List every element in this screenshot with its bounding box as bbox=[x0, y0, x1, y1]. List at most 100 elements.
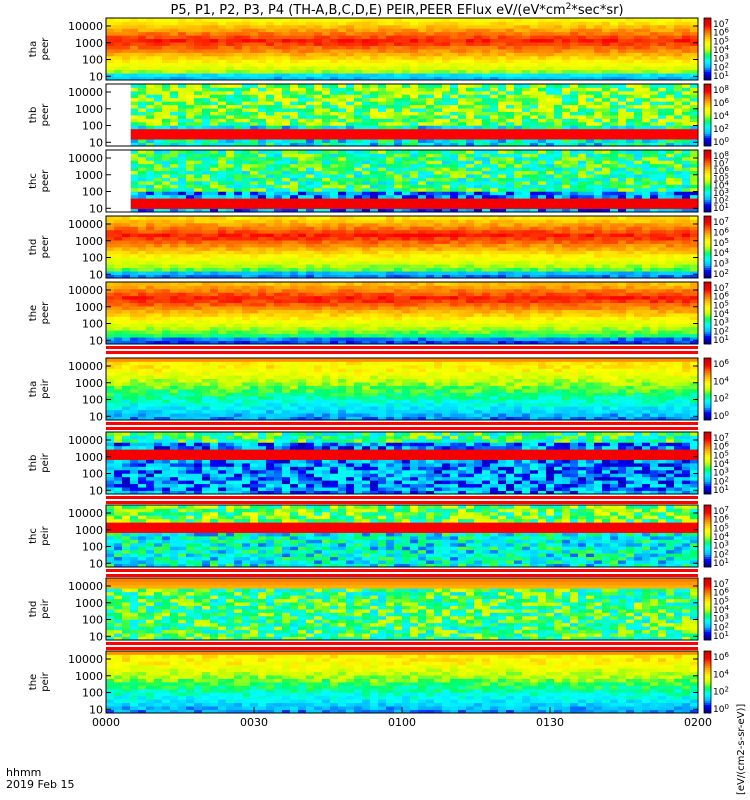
spectrogram-cell bbox=[410, 18, 419, 22]
spectrogram-cell bbox=[498, 208, 507, 213]
spectrogram-cell bbox=[322, 66, 331, 71]
spectrogram-cell bbox=[218, 69, 227, 74]
spectrogram-cell bbox=[602, 115, 611, 119]
spectrogram-cell bbox=[666, 104, 675, 109]
spectrogram-cell bbox=[202, 62, 211, 67]
spectrogram-cell bbox=[554, 111, 563, 116]
spectrogram-cell bbox=[322, 104, 331, 109]
spectrogram-cell bbox=[282, 24, 291, 29]
spectrogram-cell bbox=[514, 21, 523, 26]
spectrogram-cell bbox=[426, 170, 435, 175]
spectrogram-cell bbox=[394, 264, 403, 269]
spectrogram-cell bbox=[162, 187, 171, 192]
spectrogram-cell bbox=[306, 66, 315, 71]
spectrogram-cell bbox=[538, 108, 547, 112]
spectrogram-cell bbox=[250, 52, 259, 57]
spectrogram-cell bbox=[130, 35, 139, 40]
spectrogram-cell bbox=[378, 45, 387, 50]
spectrogram-cell bbox=[322, 181, 331, 185]
spectrogram-cell bbox=[562, 121, 571, 126]
spectrogram-cell bbox=[682, 55, 691, 60]
spectrogram-cell bbox=[474, 55, 483, 60]
spectrogram-cell bbox=[130, 21, 139, 26]
spectrogram-cell bbox=[258, 153, 267, 158]
spectrogram-cell bbox=[130, 73, 139, 77]
spectrogram-cell bbox=[546, 174, 555, 178]
spectrogram-cell bbox=[682, 62, 691, 67]
spectrogram-cell bbox=[258, 236, 267, 241]
spectrogram-cell bbox=[170, 267, 179, 272]
spectrogram-cell bbox=[410, 118, 419, 123]
spectrogram-cell bbox=[442, 271, 451, 275]
spectrogram-cell bbox=[690, 163, 699, 168]
spectrogram-cell bbox=[130, 121, 139, 126]
spectrogram-cell bbox=[586, 111, 595, 116]
spectrogram-cell bbox=[218, 121, 227, 126]
spectrogram-cell bbox=[442, 257, 451, 262]
spectrogram-cell bbox=[202, 187, 211, 192]
spectrogram-cell bbox=[210, 66, 219, 71]
spectrogram-cell bbox=[666, 153, 675, 158]
spectrogram-cell bbox=[370, 49, 379, 53]
spectrogram-cell bbox=[290, 111, 299, 116]
spectrogram-cell bbox=[650, 184, 659, 189]
spectrogram-cell bbox=[594, 198, 603, 203]
spectrogram-cell bbox=[290, 24, 299, 29]
spectrogram-cell bbox=[450, 160, 459, 165]
spectrogram-cell bbox=[666, 62, 675, 67]
spectrogram-cell bbox=[186, 84, 195, 88]
spectrogram-cell bbox=[330, 226, 339, 231]
panel-instrument-label: peer bbox=[40, 37, 51, 61]
spectrogram-cell bbox=[346, 24, 355, 29]
spectrogram-cell bbox=[106, 49, 115, 53]
spectrogram-cell bbox=[314, 35, 323, 40]
spectrogram-cell bbox=[162, 205, 171, 209]
spectrogram-cell bbox=[154, 121, 163, 126]
spectrogram-cell bbox=[330, 160, 339, 165]
spectrogram-cell bbox=[170, 104, 179, 109]
spectrogram-cell bbox=[546, 28, 555, 33]
spectrogram-cell bbox=[650, 205, 659, 209]
spectrogram-cell bbox=[578, 111, 587, 116]
spectrogram-cell bbox=[106, 18, 115, 22]
spectrogram-cell bbox=[154, 115, 163, 119]
spectrogram-cell bbox=[138, 28, 147, 33]
spectrogram-cell bbox=[226, 271, 235, 275]
spectrogram-cell bbox=[362, 90, 371, 95]
spectrogram-cell bbox=[602, 104, 611, 109]
spectrogram-cell bbox=[170, 38, 179, 43]
spectrogram-cell bbox=[210, 167, 219, 172]
spectrogram-cell bbox=[658, 76, 667, 81]
spectrogram-cell bbox=[394, 55, 403, 60]
spectrogram-cell bbox=[210, 226, 219, 231]
spectrogram-cell bbox=[162, 153, 171, 158]
spectrogram-cell bbox=[418, 52, 427, 57]
spectrogram-cell bbox=[586, 156, 595, 161]
spectrogram-cell bbox=[250, 177, 259, 182]
spectrogram-cell bbox=[426, 52, 435, 57]
colorbar-tick-label: 105 bbox=[713, 172, 729, 184]
spectrogram-cell bbox=[418, 177, 427, 182]
spectrogram-cell bbox=[266, 38, 275, 43]
spectrogram-cell bbox=[178, 132, 187, 137]
spectrogram-cell bbox=[154, 62, 163, 67]
spectrogram-cell bbox=[202, 216, 211, 220]
spectrogram-cell bbox=[618, 121, 627, 126]
spectrogram-cell bbox=[338, 73, 347, 77]
spectrogram-cell bbox=[226, 222, 235, 227]
spectrogram-cell bbox=[674, 38, 683, 43]
spectrogram-cell bbox=[498, 222, 507, 227]
spectrogram-cell bbox=[306, 233, 315, 238]
spectrogram-cell bbox=[378, 226, 387, 231]
spectrogram-cell bbox=[666, 198, 675, 203]
spectrogram-cell bbox=[114, 55, 123, 60]
spectrogram-cell bbox=[226, 94, 235, 99]
spectrogram-cell bbox=[474, 73, 483, 77]
spectrogram-cell bbox=[234, 181, 243, 185]
spectrogram-cell bbox=[234, 111, 243, 116]
spectrogram-cell bbox=[546, 198, 555, 203]
spectrogram-cell bbox=[194, 247, 203, 251]
spectrogram-cell bbox=[418, 250, 427, 255]
spectrogram-cell bbox=[242, 174, 251, 178]
spectrogram-cell bbox=[146, 198, 155, 203]
